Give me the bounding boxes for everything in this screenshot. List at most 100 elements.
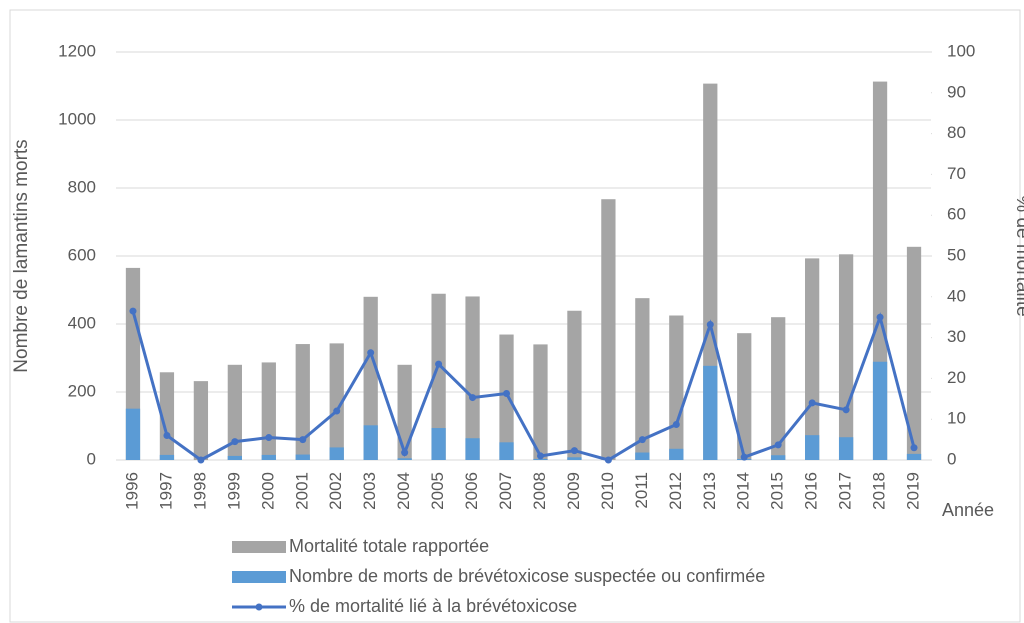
line-marker xyxy=(333,407,341,415)
bar xyxy=(329,343,344,460)
chart-frame xyxy=(9,9,1021,623)
line-marker xyxy=(265,434,273,442)
line-marker xyxy=(299,436,307,444)
bar xyxy=(261,454,276,460)
bar xyxy=(261,362,276,460)
line-marker xyxy=(706,321,714,329)
x-tick-label: 2011 xyxy=(632,472,651,509)
line-marker xyxy=(808,399,816,407)
x-tick-label: 2002 xyxy=(326,472,345,510)
line-marker xyxy=(435,360,443,368)
bar xyxy=(295,344,310,460)
line-marker xyxy=(536,452,544,460)
line-marker xyxy=(367,349,375,357)
bar xyxy=(906,246,922,460)
bar xyxy=(499,442,514,460)
x-tick-label: 2010 xyxy=(598,472,617,510)
bar xyxy=(635,452,650,460)
bar xyxy=(669,448,684,460)
x-tick-label: 2000 xyxy=(258,472,277,510)
x-axis-title: Année xyxy=(942,500,994,520)
line-marker xyxy=(197,456,205,464)
bar xyxy=(397,458,412,460)
bar xyxy=(703,365,718,460)
bar xyxy=(533,344,548,460)
y2-tick-label: 60 xyxy=(947,205,966,224)
line-marker xyxy=(842,406,850,414)
line-marker xyxy=(876,313,884,321)
bar xyxy=(431,293,446,460)
bar xyxy=(669,315,684,460)
bar xyxy=(431,428,446,460)
x-tick-label: 2004 xyxy=(394,472,413,510)
line-marker xyxy=(231,438,239,446)
bar xyxy=(227,364,242,460)
y2-axis-title: % de mortalité xyxy=(1012,195,1024,316)
x-tick-label: 2014 xyxy=(734,472,753,510)
x-tick-label: 2006 xyxy=(462,472,481,510)
line xyxy=(131,310,916,462)
bar xyxy=(906,453,922,460)
x-tick-label: 2009 xyxy=(564,472,583,510)
bar xyxy=(125,408,141,460)
bar xyxy=(805,258,820,460)
x-tick-label: 2003 xyxy=(360,472,379,510)
x-tick-label: 2008 xyxy=(530,472,549,510)
x-tick-label: 2007 xyxy=(496,472,515,510)
line-marker xyxy=(570,447,578,455)
y-tick-label: 0 xyxy=(87,449,96,468)
y2-tick-label: 100 xyxy=(947,41,975,60)
bar xyxy=(771,317,786,460)
y2-tick-label: 80 xyxy=(947,123,966,142)
legend-label: Nombre de morts de brévétoxicose suspect… xyxy=(289,566,765,586)
y2-tick-label: 30 xyxy=(947,327,966,346)
y2-tick-label: 50 xyxy=(947,245,966,264)
x-tick-label: 2015 xyxy=(768,472,787,510)
bar xyxy=(567,457,582,460)
bar xyxy=(635,298,650,460)
legend-label: Mortalité totale rapportée xyxy=(289,536,489,556)
y-tick-label: 400 xyxy=(68,313,96,332)
legend-swatch xyxy=(232,571,286,583)
y-tick-label: 600 xyxy=(68,245,96,264)
x-tick-label: 1997 xyxy=(156,472,175,510)
x-tick-label: 2017 xyxy=(836,472,855,510)
x-tick-label: 2001 xyxy=(292,472,311,510)
y2-tick-label: 40 xyxy=(947,286,966,305)
bar xyxy=(193,381,209,460)
bar xyxy=(465,296,480,460)
bar xyxy=(567,310,582,460)
y-tick-label: 1000 xyxy=(58,109,96,128)
x-tick-label: 1996 xyxy=(122,472,141,510)
x-tick-label: 2013 xyxy=(700,472,719,510)
bar xyxy=(363,296,378,460)
line-marker xyxy=(503,389,511,397)
line-marker xyxy=(672,421,680,429)
y-tick-label: 800 xyxy=(68,177,96,196)
x-tick-label: 2005 xyxy=(428,472,447,510)
line-marker xyxy=(401,449,409,457)
line-marker xyxy=(638,436,646,444)
bar xyxy=(737,333,752,460)
x-tick-label: 1998 xyxy=(190,472,209,510)
x-tick-label: 2012 xyxy=(666,472,685,510)
y-tick-label: 200 xyxy=(68,381,96,400)
legend-label: % de mortalité lié à la brévétoxicose xyxy=(289,596,577,616)
line-marker xyxy=(604,456,612,464)
line-marker xyxy=(129,307,137,315)
bar xyxy=(838,437,854,460)
bar xyxy=(363,425,378,460)
bar xyxy=(771,455,786,460)
x-tick-label: 2018 xyxy=(870,472,889,510)
y2-tick-label: 10 xyxy=(947,409,966,428)
bar xyxy=(295,454,310,460)
bar xyxy=(159,454,175,460)
bar xyxy=(533,458,548,460)
bar xyxy=(601,199,616,460)
x-tick-label: 2016 xyxy=(802,472,821,510)
bar xyxy=(499,334,514,460)
bar xyxy=(838,254,854,460)
bar xyxy=(227,455,242,460)
line-marker xyxy=(469,394,477,402)
